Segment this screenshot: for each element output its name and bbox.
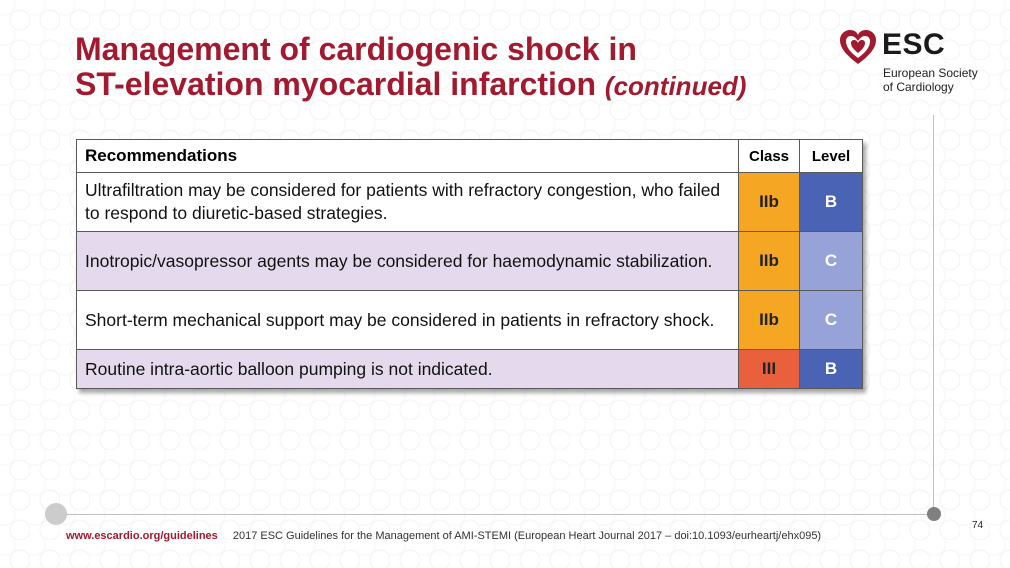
title-line-2: ST-elevation myocardial infarction — [75, 66, 597, 102]
footer: www.escardio.org/guidelines 2017 ESC Gui… — [66, 530, 821, 542]
recommendation-text: Ultrafiltration may be considered for pa… — [76, 172, 739, 232]
class-badge: IIb — [738, 231, 800, 291]
footer-link[interactable]: www.escardio.org/guidelines — [66, 530, 218, 542]
footer-dot-left — [45, 503, 67, 525]
header-recommendations: Recommendations — [76, 139, 739, 173]
header-level: Level — [799, 139, 863, 173]
footer-dot-right — [927, 507, 941, 521]
logo-subtitle: European Society of Cardiology — [883, 66, 998, 94]
slide-title: Management of cardiogenic shock in ST-el… — [75, 32, 835, 104]
vertical-divider — [933, 115, 934, 515]
recommendation-text: Short-term mechanical support may be con… — [76, 290, 739, 350]
level-badge: C — [799, 231, 863, 291]
recommendations-table: Recommendations Class Level Ultrafiltrat… — [76, 139, 863, 389]
level-badge: B — [799, 349, 863, 389]
footer-citation: 2017 ESC Guidelines for the Management o… — [232, 530, 822, 542]
class-badge: IIb — [738, 172, 800, 232]
table-row: Inotropic/vasopressor agents may be cons… — [76, 231, 863, 291]
class-badge: III — [738, 349, 800, 389]
title-continued: (continued) — [604, 71, 747, 101]
table-header-row: Recommendations Class Level — [76, 139, 863, 173]
recommendation-text: Routine intra-aortic balloon pumping is … — [76, 349, 739, 389]
title-line-1: Management of cardiogenic shock in — [75, 31, 637, 67]
esc-logo: ESC European Society of Cardiology — [838, 28, 998, 98]
table-row: Ultrafiltration may be considered for pa… — [76, 172, 863, 232]
recommendation-text: Inotropic/vasopressor agents may be cons… — [76, 231, 739, 291]
page-number: 74 — [972, 520, 984, 531]
level-badge: C — [799, 290, 863, 350]
logo-subtitle-line-2: of Cardiology — [883, 80, 954, 94]
heart-icon — [840, 30, 876, 64]
header-class: Class — [738, 139, 800, 173]
table-row: Short-term mechanical support may be con… — [76, 290, 863, 350]
level-badge: B — [799, 172, 863, 232]
table-row: Routine intra-aortic balloon pumping is … — [76, 349, 863, 389]
logo-brand: ESC — [882, 28, 946, 61]
footer-divider — [56, 514, 934, 515]
class-badge: IIb — [738, 290, 800, 350]
logo-subtitle-line-1: European Society — [883, 66, 978, 80]
